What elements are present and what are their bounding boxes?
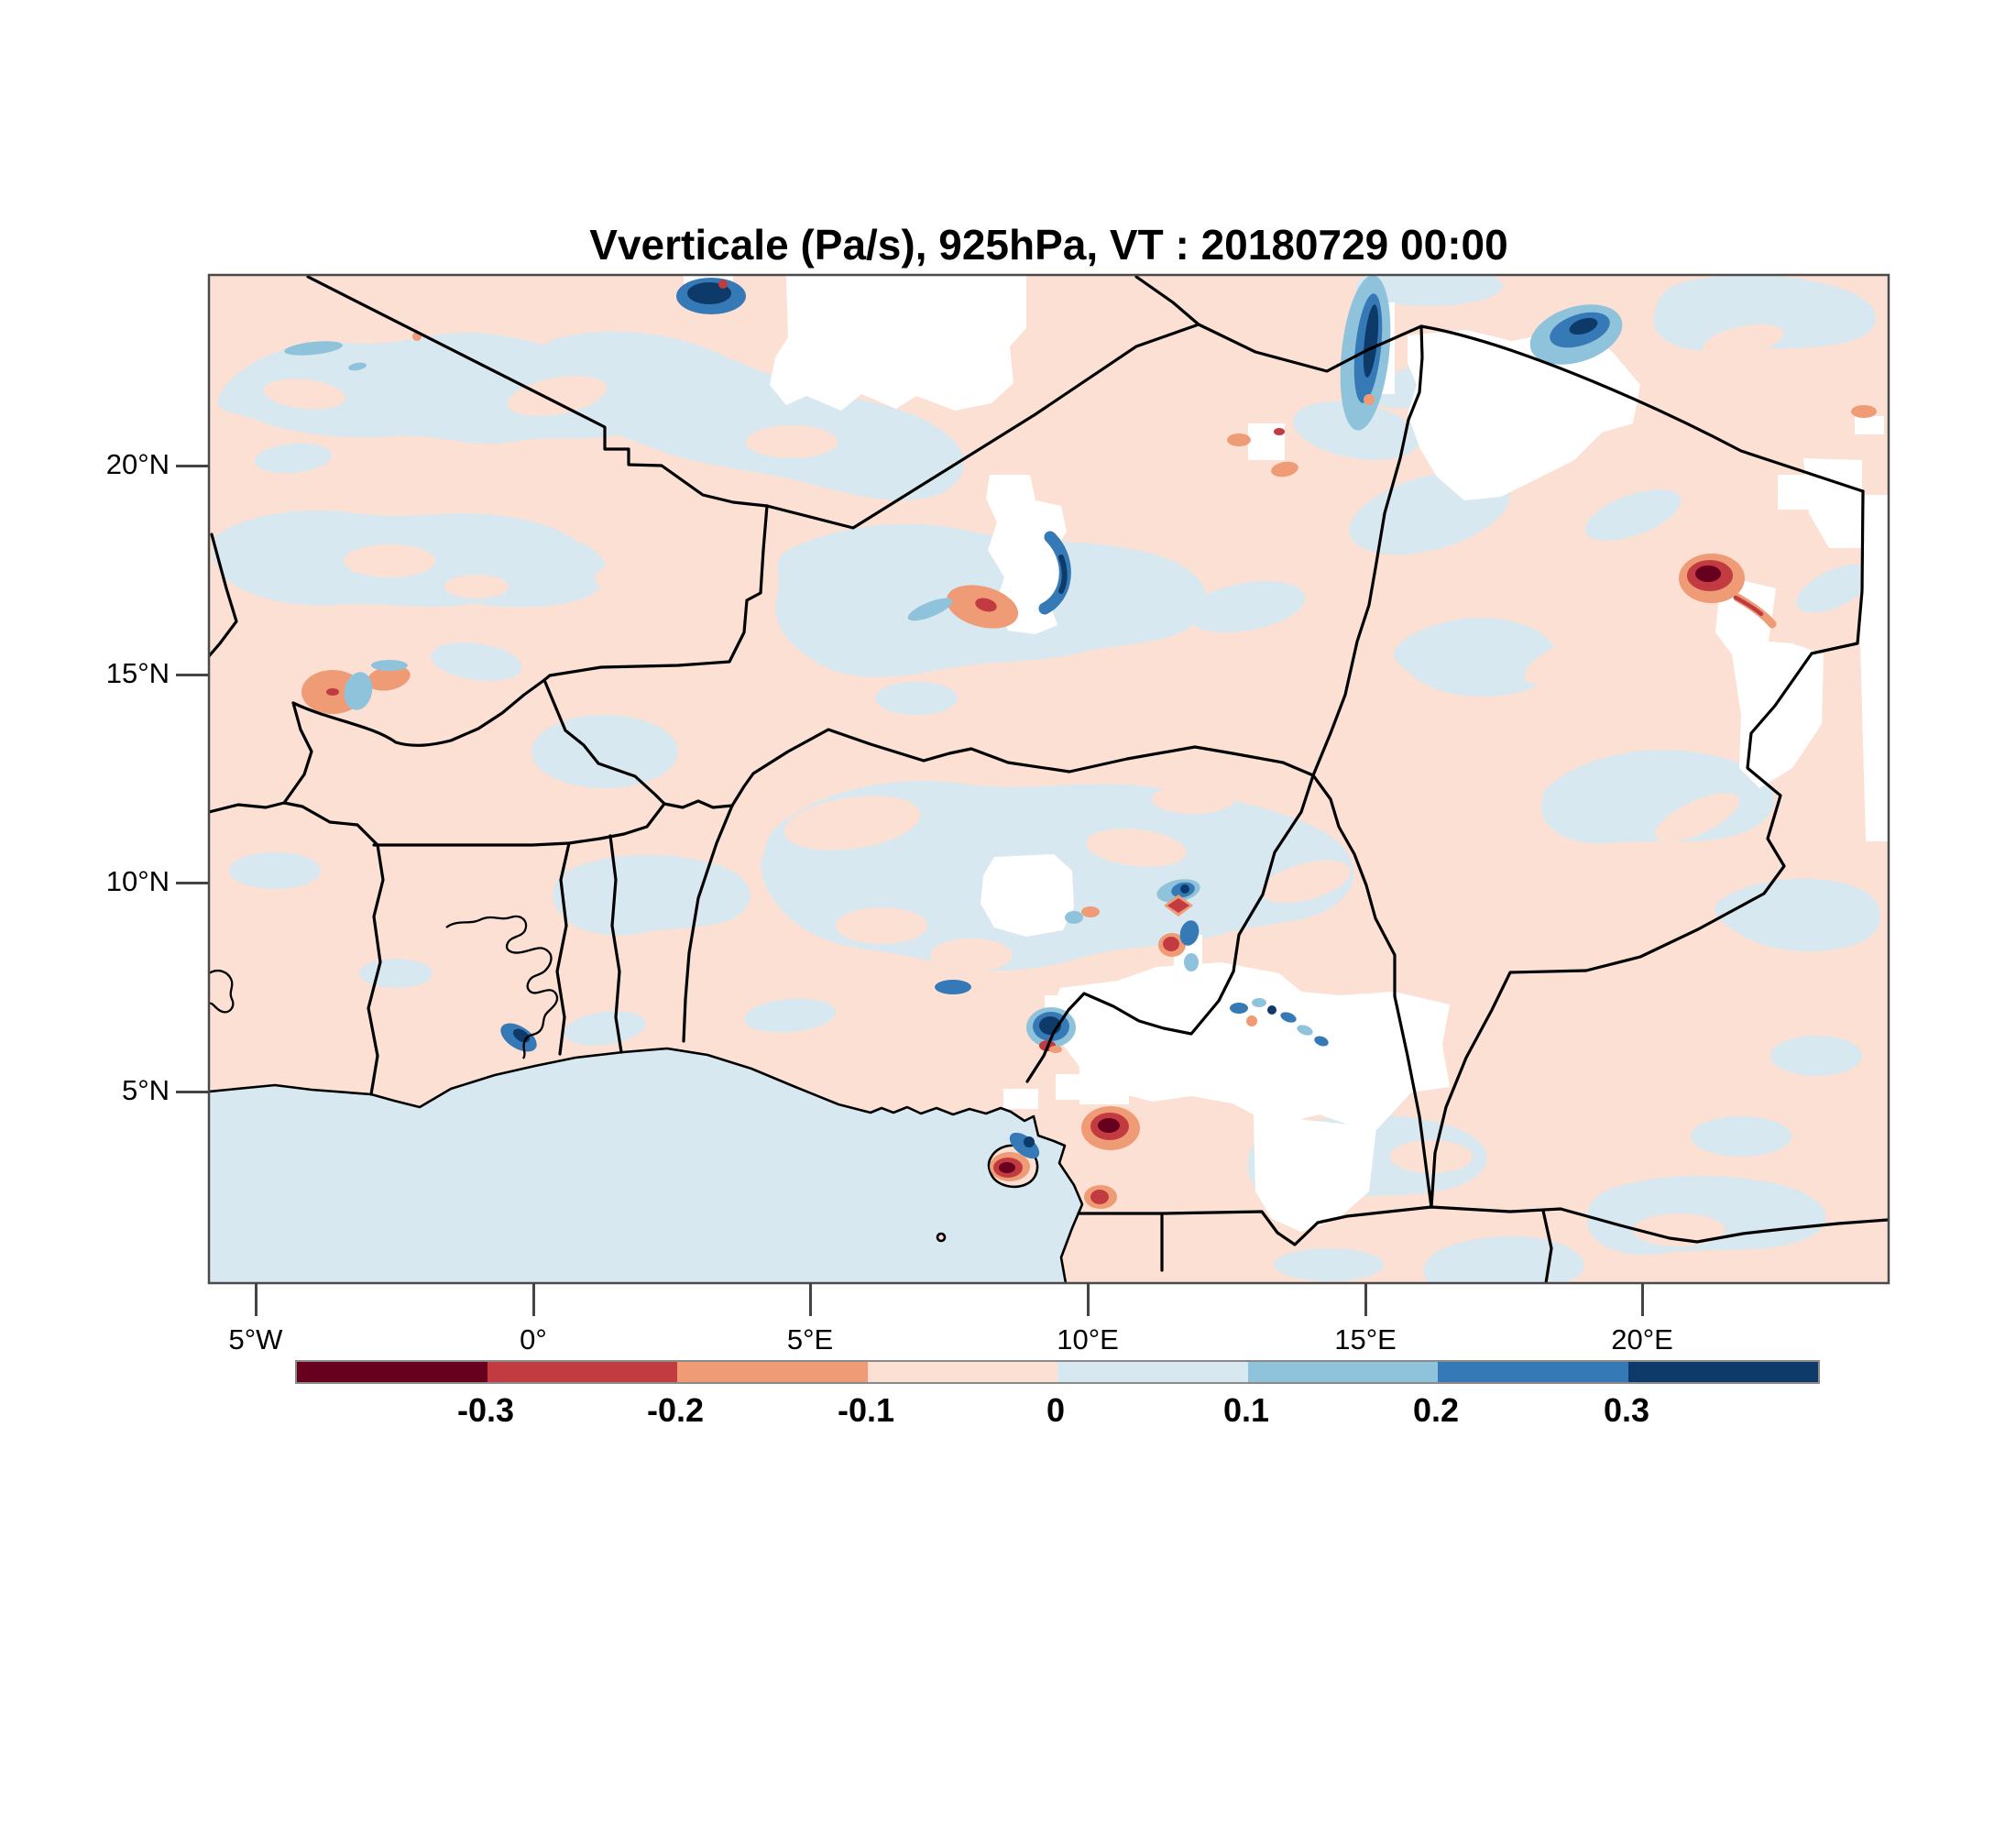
lat-tick-10n — [176, 882, 209, 884]
lon-tick-0 — [532, 1283, 535, 1316]
lon-tick-5w — [255, 1283, 257, 1316]
colorbar-label: 0.1 — [1222, 1391, 1270, 1429]
principe-island — [936, 1232, 947, 1243]
lon-tick-15e — [1364, 1283, 1367, 1316]
coastline — [210, 1047, 1084, 1282]
lon-tick-5e — [809, 1283, 812, 1316]
lat-tick-5n — [176, 1091, 209, 1093]
pink-anomaly-blobs — [263, 324, 1784, 1246]
lon-label-5e: 5°E — [786, 1323, 834, 1356]
colorbar-segment — [487, 1362, 677, 1382]
colorbar-label: -0.2 — [646, 1391, 705, 1429]
colorbar-segment — [1247, 1362, 1438, 1382]
lat-tick-15n — [176, 674, 209, 676]
lon-label-0: 0° — [520, 1323, 547, 1356]
country-borders — [210, 276, 1888, 1282]
lake-volta — [445, 915, 559, 1059]
lon-tick-10e — [1087, 1283, 1090, 1316]
lat-label-10n: 10°N — [105, 865, 170, 897]
colorbar-segment — [297, 1362, 488, 1382]
colorbar-label: 0 — [1046, 1391, 1066, 1429]
lake-kossou — [210, 970, 235, 1014]
colorbar-label: 0.2 — [1412, 1391, 1460, 1429]
missing-data-patches — [684, 276, 1888, 1232]
colorbar-segment — [867, 1362, 1057, 1382]
lon-label-15e: 15°E — [1334, 1323, 1397, 1356]
lat-tick-20n — [176, 465, 209, 467]
colorbar-segment — [1627, 1362, 1818, 1382]
lat-label-15n: 15°N — [105, 657, 170, 689]
colorbar — [295, 1360, 1820, 1384]
colorbar-segment — [1438, 1362, 1628, 1382]
map-frame — [207, 273, 1890, 1285]
lon-tick-20e — [1641, 1283, 1644, 1316]
colorbar-segment — [677, 1362, 868, 1382]
lat-label-20n: 20°N — [105, 448, 170, 480]
lon-label-20e: 20°E — [1611, 1323, 1673, 1356]
colorbar-label: -0.1 — [837, 1391, 895, 1429]
lon-label-5w: 5°W — [228, 1323, 283, 1356]
strong-anomaly-spots — [284, 276, 1877, 1209]
lon-label-10e: 10°E — [1057, 1323, 1119, 1356]
colorbar-label: 0.3 — [1603, 1391, 1650, 1429]
colorbar-label: -0.3 — [456, 1391, 515, 1429]
colorbar-segment — [1057, 1362, 1248, 1382]
figure-title: Vverticale (Pa/s), 925hPa, VT : 20180729… — [589, 221, 1508, 269]
lat-label-5n: 5°N — [121, 1074, 170, 1106]
